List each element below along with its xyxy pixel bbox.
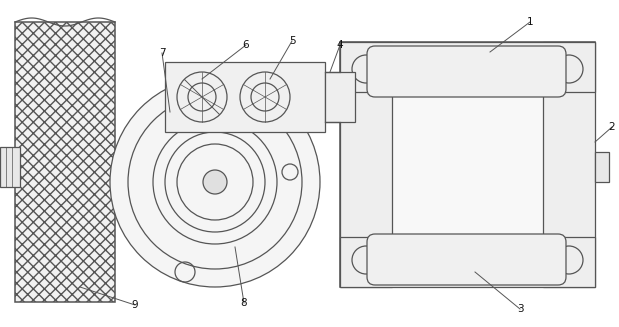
Text: 9: 9 — [132, 300, 138, 310]
Bar — [340, 42, 595, 287]
Text: 8: 8 — [241, 298, 248, 308]
Bar — [0, 147, 20, 187]
Text: 1: 1 — [527, 17, 534, 27]
FancyBboxPatch shape — [367, 46, 566, 97]
Circle shape — [110, 77, 320, 287]
Bar — [340, 42, 595, 92]
Text: 6: 6 — [243, 40, 249, 50]
Bar — [340, 237, 595, 287]
Text: 4: 4 — [337, 40, 344, 50]
Text: 7: 7 — [158, 48, 165, 58]
Circle shape — [203, 170, 227, 194]
Bar — [165, 62, 325, 132]
Bar — [595, 152, 609, 182]
Text: 3: 3 — [517, 304, 523, 314]
Bar — [325, 72, 355, 122]
Bar — [15, 22, 115, 302]
Text: 5: 5 — [288, 36, 295, 46]
Text: 2: 2 — [608, 122, 615, 132]
Bar — [543, 42, 595, 287]
FancyBboxPatch shape — [367, 234, 566, 285]
Bar — [340, 42, 392, 287]
